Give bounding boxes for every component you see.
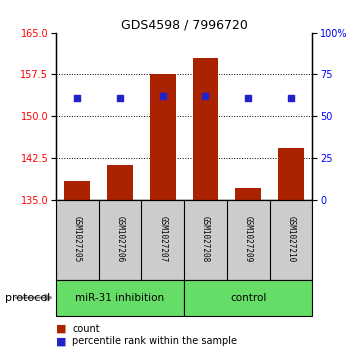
Bar [150, 74, 175, 200]
Text: GSM1027207: GSM1027207 [158, 216, 167, 263]
Bar [235, 188, 261, 200]
Text: count: count [72, 323, 100, 334]
Text: percentile rank within the sample: percentile rank within the sample [72, 336, 237, 346]
Text: GSM1027210: GSM1027210 [286, 216, 295, 263]
Text: miR-31 inhibition: miR-31 inhibition [75, 293, 165, 303]
Text: GSM1027209: GSM1027209 [244, 216, 253, 263]
Text: ■: ■ [56, 336, 66, 346]
Point [117, 95, 123, 101]
Text: GSM1027208: GSM1027208 [201, 216, 210, 263]
Text: GSM1027206: GSM1027206 [116, 216, 125, 263]
Bar [193, 58, 218, 200]
Point [74, 95, 80, 101]
Text: control: control [230, 293, 266, 303]
Point [245, 95, 251, 101]
Text: GSM1027205: GSM1027205 [73, 216, 82, 263]
Bar [56, 280, 184, 316]
Bar [65, 181, 90, 200]
Text: ■: ■ [56, 323, 66, 334]
Bar [107, 164, 133, 200]
Title: GDS4598 / 7996720: GDS4598 / 7996720 [121, 19, 248, 32]
Bar [184, 280, 312, 316]
Point [160, 93, 166, 99]
Text: protocol: protocol [5, 293, 51, 303]
Bar [278, 148, 304, 200]
Point [288, 95, 294, 101]
Point [203, 93, 208, 99]
